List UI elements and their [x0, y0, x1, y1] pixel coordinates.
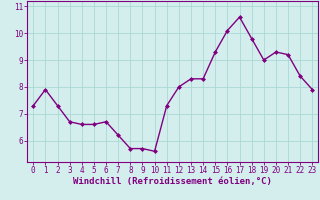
X-axis label: Windchill (Refroidissement éolien,°C): Windchill (Refroidissement éolien,°C) [73, 177, 272, 186]
